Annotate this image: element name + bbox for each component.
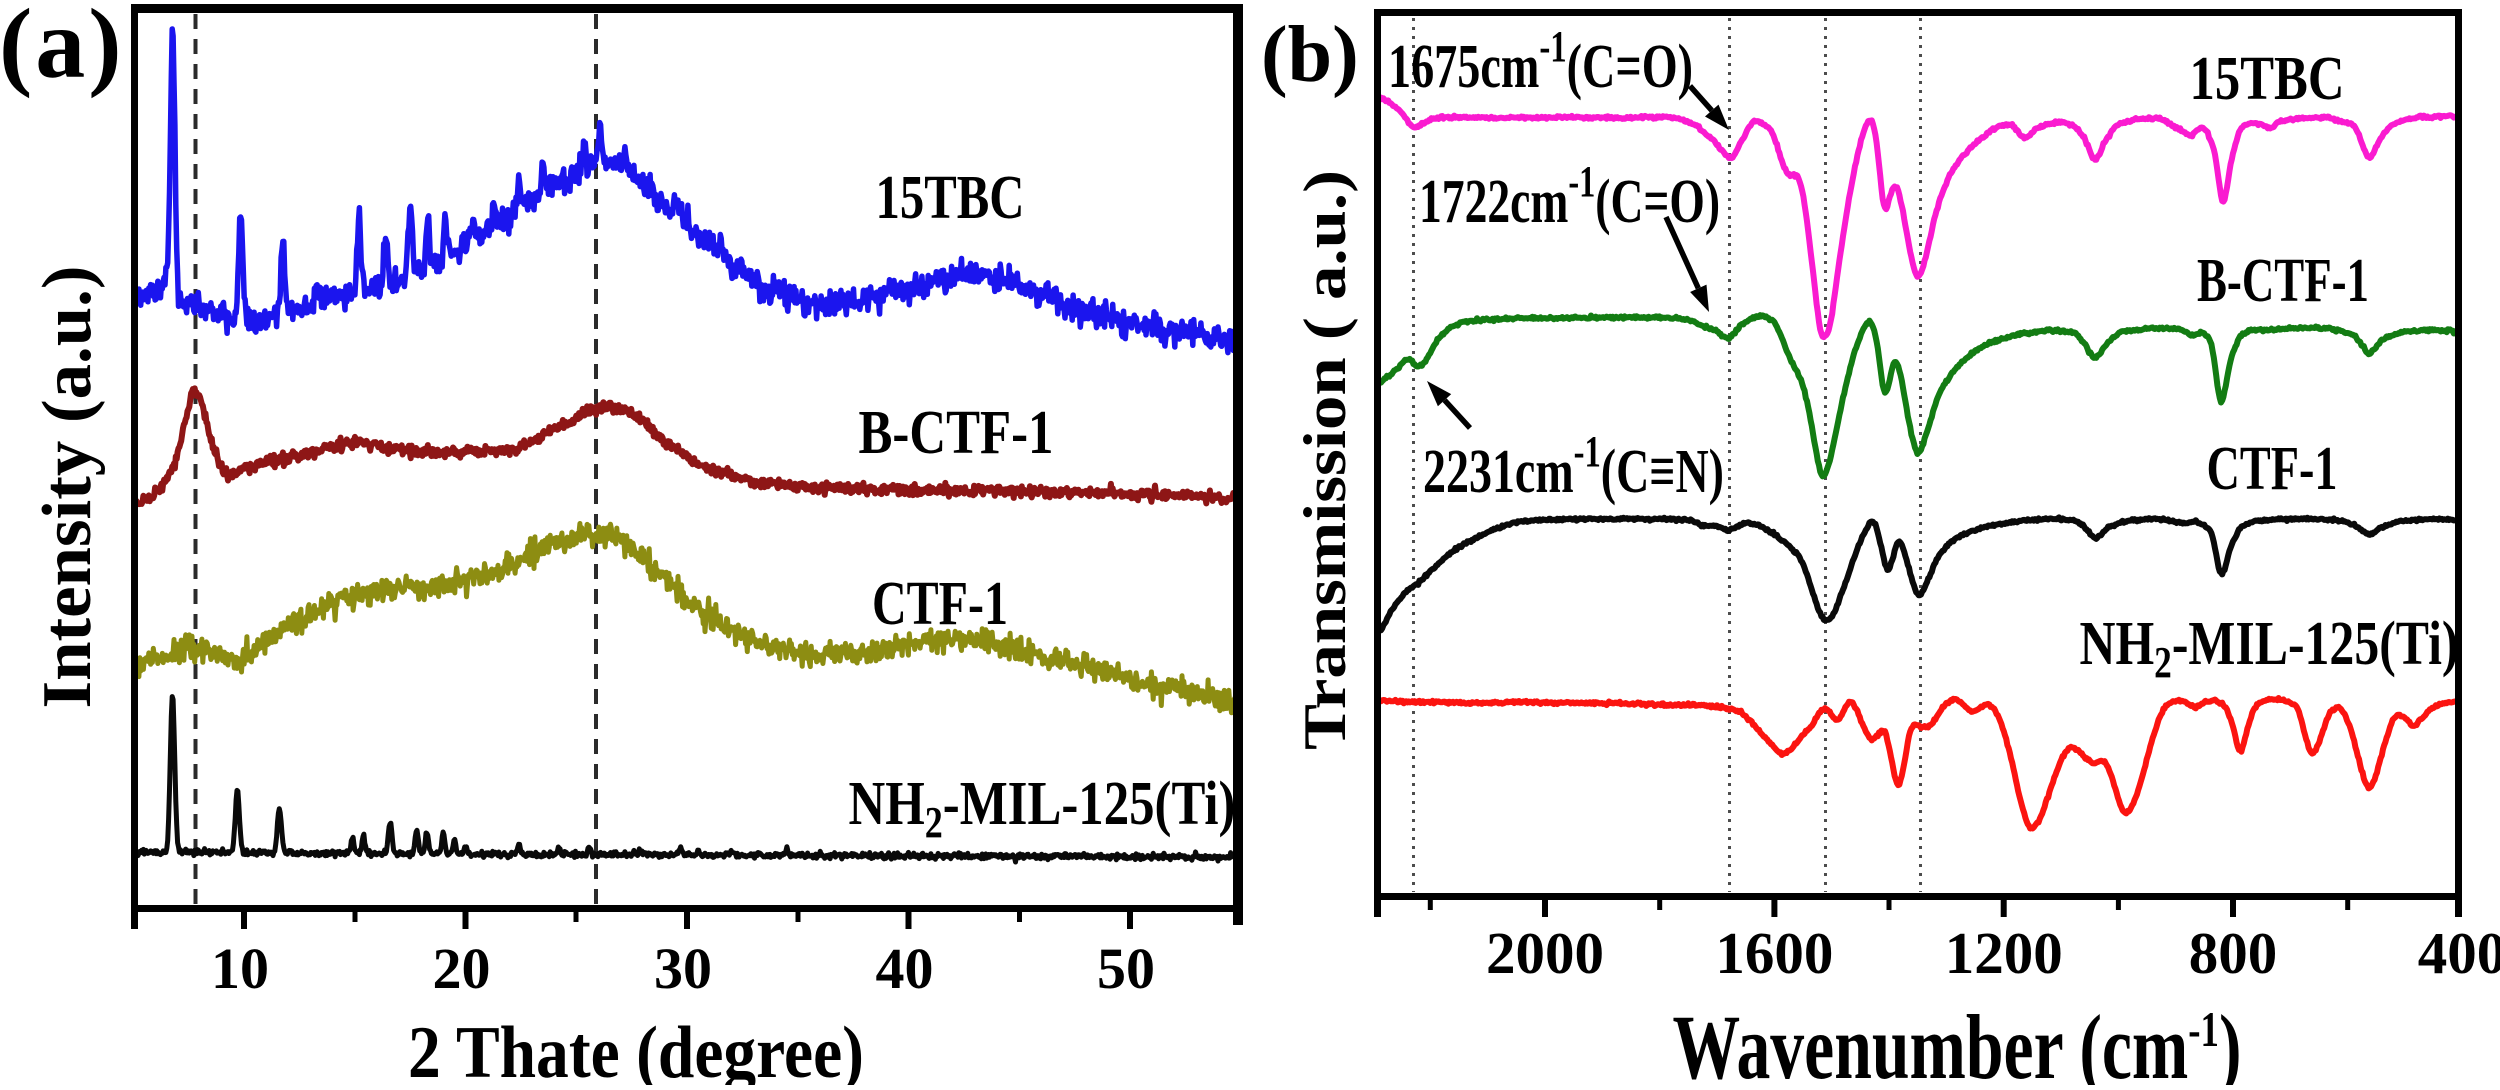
svg-text:NH2-MIL-125(Ti): NH2-MIL-125(Ti) <box>849 770 1236 847</box>
svg-text:CTF-1: CTF-1 <box>872 570 1008 638</box>
svg-text:30: 30 <box>654 936 712 1001</box>
svg-text:15TBC: 15TBC <box>2190 45 2345 113</box>
svg-text:15TBC: 15TBC <box>876 164 1025 232</box>
svg-text:Transmission ( a.u.): Transmission ( a.u.) <box>1292 170 1358 750</box>
svg-text:1200: 1200 <box>1945 920 2063 986</box>
svg-text:CTF-1: CTF-1 <box>2207 435 2338 503</box>
svg-text:(a): (a) <box>0 0 125 99</box>
svg-text:B-CTF-1: B-CTF-1 <box>859 399 1054 467</box>
svg-text:1600: 1600 <box>1715 920 1833 986</box>
svg-text:40: 40 <box>876 936 934 1001</box>
svg-text:NH2-MIL-125(Ti): NH2-MIL-125(Ti) <box>2080 610 2459 687</box>
svg-text:B-CTF-1: B-CTF-1 <box>2197 247 2369 315</box>
svg-text:2231cm-1(C≡N): 2231cm-1(C≡N) <box>1423 427 1724 506</box>
svg-text:2 Thate (degree): 2 Thate (degree) <box>408 1012 864 1085</box>
svg-text:50: 50 <box>1097 936 1155 1001</box>
svg-text:2000: 2000 <box>1486 920 1604 986</box>
svg-text:800: 800 <box>2189 920 2278 986</box>
svg-text:Wavenumber (cm-1): Wavenumber (cm-1) <box>1673 996 2242 1085</box>
svg-text:400: 400 <box>2418 920 2500 986</box>
svg-text:Intensity (a.u.): Intensity (a.u.) <box>29 266 106 709</box>
svg-text:20: 20 <box>433 936 491 1001</box>
svg-text:1675cm-1(C=O): 1675cm-1(C=O) <box>1388 22 1693 101</box>
svg-text:(b): (b) <box>1261 11 1359 99</box>
svg-text:10: 10 <box>211 936 269 1001</box>
